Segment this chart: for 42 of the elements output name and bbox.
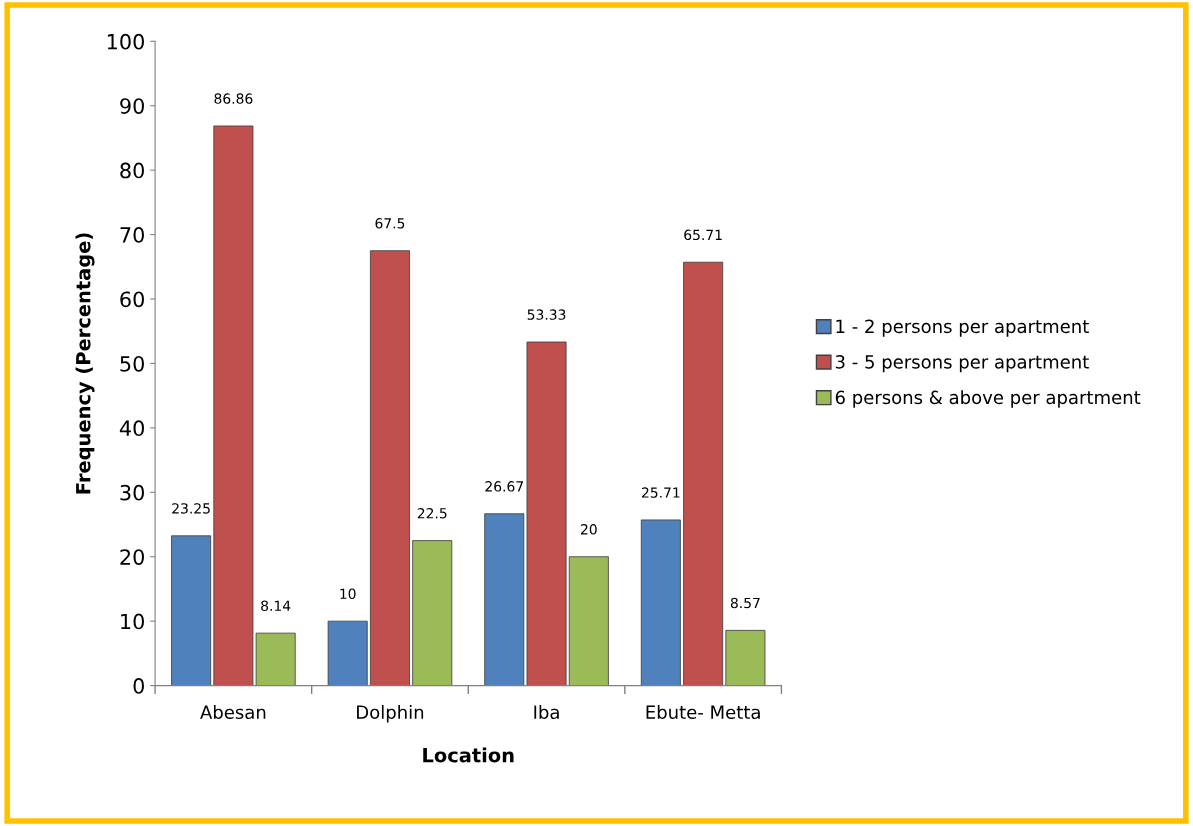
bar xyxy=(327,620,368,686)
y-tick-label: 10 xyxy=(121,613,144,630)
bar xyxy=(369,250,410,686)
y-tick-label: 60 xyxy=(120,291,144,308)
x-tick-label: Abesan xyxy=(200,705,266,719)
data-label: 20 xyxy=(581,524,597,535)
y-tick-label: 0 xyxy=(133,678,144,694)
data-label: 10 xyxy=(340,588,356,600)
data-label: 26.67 xyxy=(485,481,523,492)
y-tick-label: 20 xyxy=(120,549,144,565)
bar xyxy=(640,519,681,686)
y-tick-label: 80 xyxy=(120,162,144,179)
bar xyxy=(484,513,525,686)
y-tick-label: 50 xyxy=(120,355,144,372)
data-label: 86.86 xyxy=(214,93,253,104)
y-axis-title: Frequency (Percentage) xyxy=(75,233,95,494)
bar xyxy=(683,261,724,686)
y-tick-label: 30 xyxy=(120,484,144,501)
legend-label: 1 - 2 persons per apartment xyxy=(836,319,1089,337)
data-label: 8.57 xyxy=(730,597,760,609)
legend-label: 6 persons & above per apartment xyxy=(835,390,1141,408)
x-tick-label: Dolphin xyxy=(357,705,424,723)
data-label: 22.5 xyxy=(417,507,447,519)
y-tick-label: 100 xyxy=(107,33,144,50)
bar xyxy=(171,535,212,686)
bar xyxy=(725,629,766,686)
x-axis-title: Location xyxy=(423,747,514,763)
y-tick-label: 70 xyxy=(120,227,144,243)
data-label: 23.25 xyxy=(172,503,210,514)
data-label: 65.71 xyxy=(684,229,722,241)
data-label: 25.71 xyxy=(641,487,680,498)
y-tick-label: 90 xyxy=(120,98,144,114)
y-tick-label: 40 xyxy=(119,420,144,437)
x-tick-label: Ebute- Metta xyxy=(646,705,760,719)
bar xyxy=(412,540,453,686)
data-label: 8.14 xyxy=(261,600,291,611)
data-label: 67.5 xyxy=(375,218,405,229)
bar xyxy=(568,556,609,686)
legend-label: 3 - 5 persons per apartment xyxy=(835,355,1089,373)
x-tick-label: Iba xyxy=(534,705,559,719)
bar xyxy=(526,341,567,686)
data-label: 53.33 xyxy=(527,309,566,320)
